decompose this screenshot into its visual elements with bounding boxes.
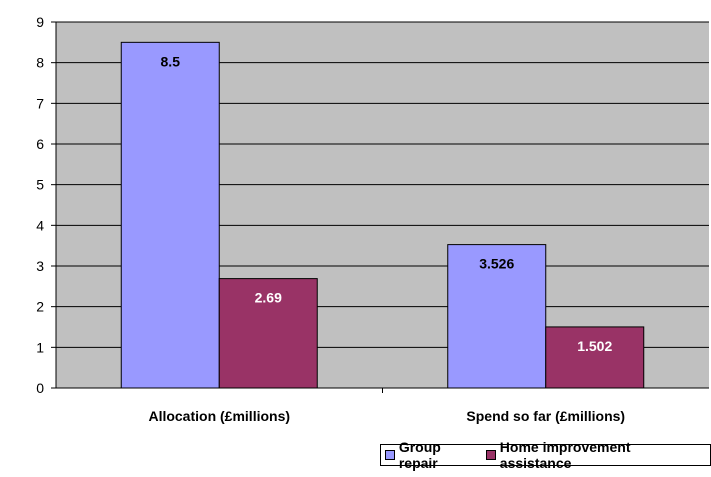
x-tick-label: Spend so far (£millions) xyxy=(466,408,625,424)
data-label: 1.502 xyxy=(577,338,612,354)
legend-label-group-repair: Group repair xyxy=(398,439,441,471)
data-label: 3.526 xyxy=(479,256,514,272)
y-tick-label: 5 xyxy=(36,177,44,193)
y-tick-label: 0 xyxy=(36,380,44,396)
legend: Group repair Home improvement assistance xyxy=(380,439,711,471)
bar xyxy=(120,41,220,389)
y-tick-label: 8 xyxy=(36,55,44,71)
y-tick-label: 6 xyxy=(36,136,44,152)
legend-label-home-improvement: Home improvement assistance xyxy=(499,439,631,471)
bar xyxy=(447,244,547,389)
legend-item-home-improvement: Home improvement assistance xyxy=(485,439,702,471)
y-tick-label: 3 xyxy=(36,258,44,274)
legend-item-group-repair: Group repair xyxy=(385,439,482,471)
bar xyxy=(545,326,645,389)
x-tick-label: Allocation (£millions) xyxy=(148,408,290,424)
y-tick-label: 1 xyxy=(36,339,44,355)
legend-swatch-group-repair xyxy=(385,450,395,460)
data-label: 8.5 xyxy=(161,53,181,69)
bar xyxy=(218,278,318,389)
y-tick-label: 2 xyxy=(36,299,44,315)
legend-swatch-home-improvement xyxy=(485,450,496,460)
data-label: 2.69 xyxy=(255,290,282,306)
y-tick-label: 9 xyxy=(36,14,44,30)
y-tick-label: 4 xyxy=(36,217,44,233)
y-tick-label: 7 xyxy=(36,95,44,111)
